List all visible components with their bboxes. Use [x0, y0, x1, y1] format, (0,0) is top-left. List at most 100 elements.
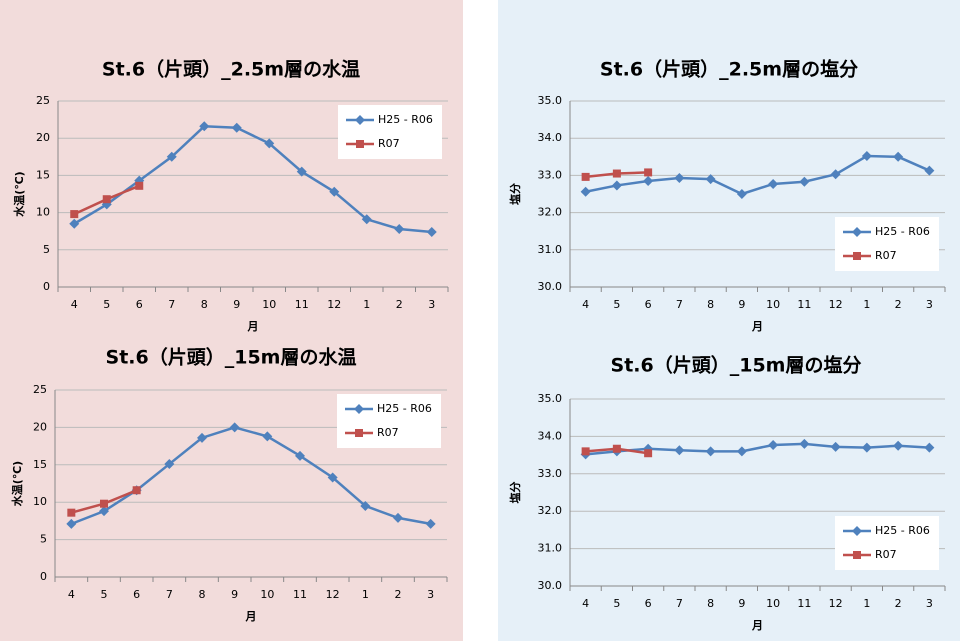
x-tick-label: 4	[582, 298, 589, 311]
y-tick-label: 34.0	[538, 131, 563, 144]
marker	[70, 210, 79, 219]
series-line	[585, 442, 930, 456]
left-panel	[0, 0, 463, 641]
x-tick-label: 11	[295, 298, 309, 311]
x-tick-label: 2	[395, 588, 402, 601]
y-tick-label: 10	[36, 206, 50, 219]
x-tick-label: 1	[363, 298, 370, 311]
legend-label: H25 - R06	[378, 113, 433, 126]
x-tick-label: 7	[168, 298, 175, 311]
x-tick-label: 8	[201, 298, 208, 311]
x-tick-label: 3	[926, 597, 933, 610]
marker	[861, 151, 872, 162]
x-tick-label: 12	[326, 588, 340, 601]
x-tick-label: 10	[260, 588, 274, 601]
y-tick-label: 31.0	[538, 542, 563, 555]
marker	[361, 214, 372, 225]
legend-label: R07	[377, 426, 399, 439]
y-tick-label: 25	[33, 383, 47, 396]
x-axis-label: 月	[751, 320, 763, 333]
marker	[66, 518, 77, 529]
x-tick-label: 3	[428, 298, 435, 311]
y-tick-label: 32.0	[538, 206, 563, 219]
marker	[893, 151, 904, 162]
marker	[166, 151, 177, 162]
x-tick-label: 6	[136, 298, 143, 311]
marker	[135, 181, 144, 190]
x-tick-label: 2	[895, 298, 902, 311]
marker	[924, 442, 935, 453]
marker	[354, 404, 364, 414]
x-tick-label: 1	[863, 597, 870, 610]
marker	[102, 195, 111, 204]
y-tick-label: 31.0	[538, 243, 563, 256]
marker	[736, 189, 747, 199]
x-tick-label: 9	[738, 298, 745, 311]
marker	[99, 506, 109, 517]
legend-label: R07	[378, 137, 400, 150]
y-axis-label: 水温(℃)	[12, 171, 26, 216]
x-tick-label: 12	[327, 298, 341, 311]
marker	[581, 172, 590, 181]
marker	[295, 450, 305, 461]
series-line	[585, 154, 930, 196]
x-axis-label: 月	[247, 320, 259, 333]
y-tick-label: 35.0	[538, 94, 563, 107]
marker	[705, 174, 716, 185]
marker	[861, 442, 872, 453]
y-tick-label: 30.0	[538, 280, 563, 293]
marker	[852, 526, 862, 536]
marker	[262, 431, 273, 442]
x-axis-label: 月	[751, 619, 763, 632]
x-tick-label: 7	[676, 298, 683, 311]
y-tick-label: 33.0	[538, 467, 563, 480]
marker	[426, 226, 437, 237]
y-tick-label: 35.0	[538, 392, 563, 405]
marker	[736, 446, 747, 457]
marker	[580, 186, 591, 197]
x-tick-label: 5	[103, 298, 110, 311]
y-axis-label: 塩分	[508, 183, 522, 205]
y-tick-label: 5	[43, 243, 50, 256]
y-tick-label: 34.0	[538, 429, 563, 442]
x-tick-label: 6	[133, 588, 140, 601]
x-tick-label: 10	[262, 298, 276, 311]
marker	[132, 486, 141, 495]
y-tick-label: 0	[40, 570, 47, 583]
x-tick-label: 7	[166, 588, 173, 601]
marker	[393, 512, 403, 523]
x-tick-label: 2	[895, 597, 902, 610]
x-tick-label: 8	[199, 588, 206, 601]
marker	[768, 440, 779, 451]
x-tick-label: 10	[766, 597, 780, 610]
y-tick-label: 33.0	[538, 168, 563, 181]
marker	[329, 186, 340, 197]
x-tick-label: 6	[645, 298, 652, 311]
marker	[425, 518, 436, 529]
marker	[644, 449, 653, 458]
marker	[69, 218, 80, 229]
x-tick-label: 3	[926, 298, 933, 311]
x-tick-label: 9	[233, 298, 240, 311]
legend-label: H25 - R06	[875, 225, 930, 238]
y-tick-label: 20	[36, 131, 50, 144]
marker	[852, 227, 862, 237]
x-tick-label: 9	[738, 597, 745, 610]
legend-label: R07	[875, 249, 897, 262]
marker	[799, 176, 810, 187]
x-tick-label: 12	[829, 597, 843, 610]
x-tick-label: 1	[362, 588, 369, 601]
y-tick-label: 15	[33, 458, 47, 471]
marker	[231, 122, 242, 133]
marker	[612, 444, 621, 453]
series-line	[73, 125, 432, 234]
marker	[164, 459, 175, 470]
legend-label: H25 - R06	[377, 402, 432, 415]
x-tick-label: 7	[676, 597, 683, 610]
marker	[356, 140, 364, 148]
legend	[337, 394, 441, 448]
marker	[199, 121, 210, 132]
x-tick-label: 11	[293, 588, 307, 601]
x-tick-label: 5	[613, 298, 620, 311]
